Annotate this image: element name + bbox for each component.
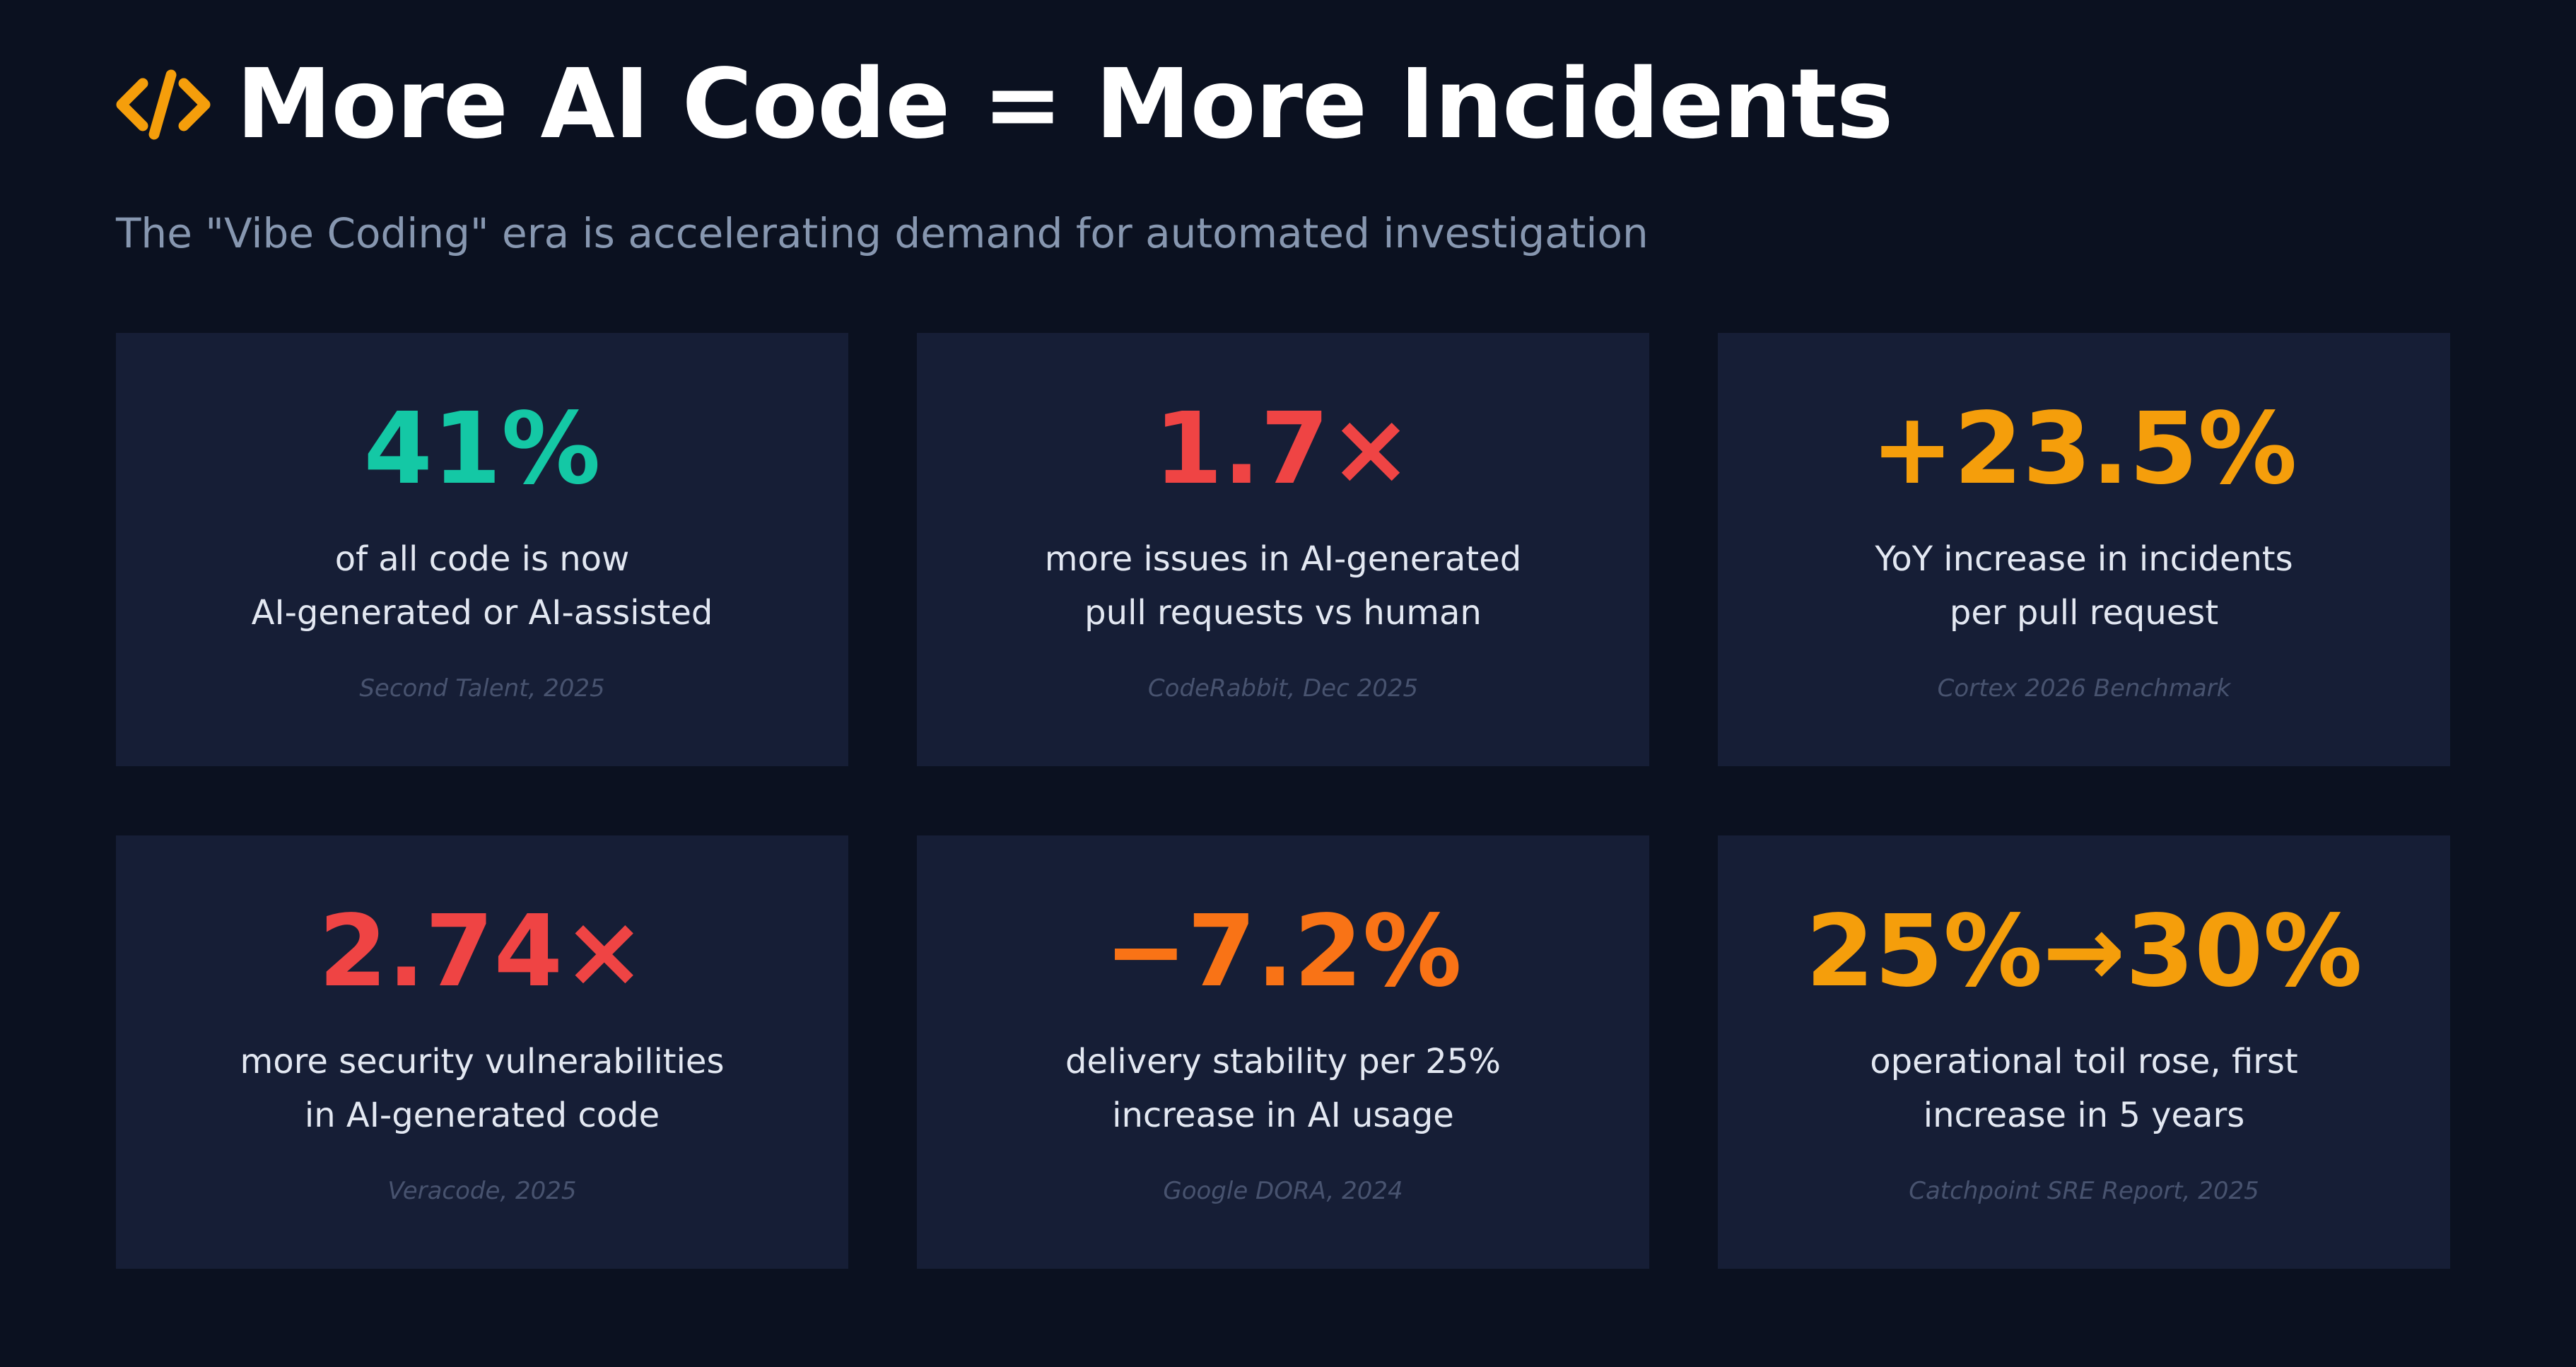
- stat-card: 41% of all code is now AI-generated or A…: [116, 333, 848, 766]
- stat-description-line: operational toil rose, first: [1870, 1042, 2298, 1081]
- stat-source: Google DORA, 2024: [1163, 1177, 1403, 1205]
- stat-card: 2.74× more security vulnerabilities in A…: [116, 835, 848, 1269]
- stat-value: −7.2%: [1104, 894, 1462, 1009]
- stat-value: 2.74×: [318, 894, 646, 1009]
- stat-card: 25%→30% operational toil rose, first inc…: [1718, 835, 2450, 1269]
- stat-source: Second Talent, 2025: [359, 674, 605, 703]
- stat-source: CodeRabbit, Dec 2025: [1147, 674, 1419, 703]
- stat-value: 25%→30%: [1805, 894, 2363, 1009]
- stat-card: −7.2% delivery stability per 25% increas…: [917, 835, 1649, 1269]
- stat-description-line: increase in AI usage: [1112, 1096, 1454, 1135]
- stat-value: 1.7×: [1154, 392, 1412, 507]
- stat-description-line: in AI-generated code: [304, 1096, 660, 1135]
- stat-card: 1.7× more issues in AI-generated pull re…: [917, 333, 1649, 766]
- stat-value: +23.5%: [1870, 392, 2297, 507]
- stat-description-line: delivery stability per 25%: [1065, 1042, 1501, 1081]
- stat-source: Catchpoint SRE Report, 2025: [1909, 1177, 2259, 1205]
- stat-description-line: increase in 5 years: [1923, 1096, 2245, 1135]
- page-subtitle: The "Vibe Coding" era is accelerating de…: [116, 209, 1649, 257]
- code-brackets-icon: [116, 69, 211, 140]
- stat-description-line: pull requests vs human: [1084, 593, 1482, 633]
- stat-description-line: AI-generated or AI-assisted: [251, 593, 713, 633]
- stat-description-line: YoY increase in incidents: [1875, 539, 2293, 579]
- stat-card: +23.5% YoY increase in incidents per pul…: [1718, 333, 2450, 766]
- stat-description-line: more issues in AI-generated: [1044, 539, 1522, 579]
- stat-description-line: more security vulnerabilities: [240, 1042, 725, 1081]
- stat-value: 41%: [363, 392, 601, 507]
- stat-source: Veracode, 2025: [387, 1177, 577, 1205]
- header: More AI Code = More Incidents: [115, 48, 1894, 161]
- stat-description-line: per pull request: [1949, 593, 2219, 633]
- stats-grid: 41% of all code is now AI-generated or A…: [116, 333, 2450, 1269]
- page-title: More AI Code = More Incidents: [236, 49, 1894, 160]
- stat-description-line: of all code is now: [334, 539, 630, 579]
- stat-source: Cortex 2026 Benchmark: [1937, 674, 2231, 703]
